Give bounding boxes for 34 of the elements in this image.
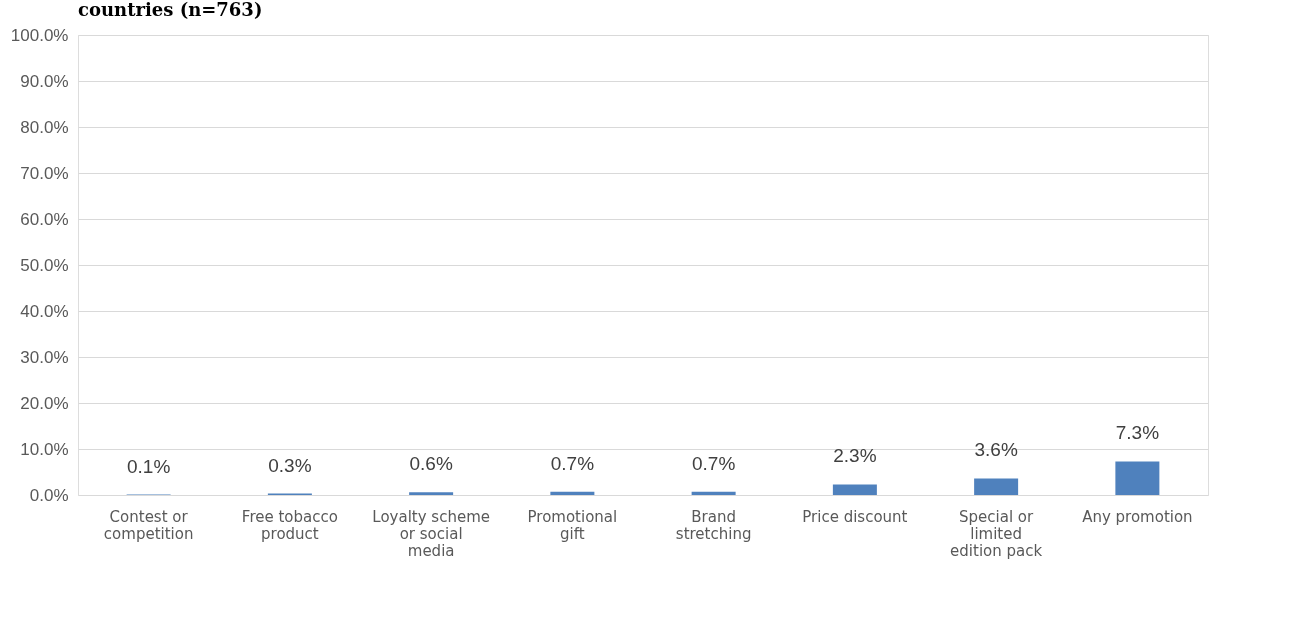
x-tick-label: Promotional gift (527, 507, 618, 543)
x-tick-label: Price discount (802, 507, 908, 526)
bar (974, 478, 1019, 495)
data-label: 0.3% (268, 454, 312, 476)
y-tick-label: 20.0% (20, 393, 69, 413)
x-tick-label: Any promotion (1082, 507, 1193, 526)
bar (409, 492, 454, 495)
bar (832, 484, 877, 495)
data-label: 0.7% (550, 452, 595, 474)
y-tick-label: 30.0% (20, 347, 69, 367)
data-label: 0.1% (126, 455, 171, 477)
y-tick-label: 10.0% (20, 439, 69, 459)
y-tick-label: 50.0% (20, 255, 69, 275)
x-tick-label: Free tobacco product (241, 507, 338, 543)
y-tick-label: 100.0% (10, 25, 69, 45)
data-label: 0.6% (409, 453, 453, 475)
y-tick-label: 60.0% (20, 209, 69, 229)
data-label: 2.3% (833, 445, 877, 467)
data-label: 0.7% (691, 452, 736, 474)
y-tick-label: 70.0% (20, 163, 69, 183)
x-tick-label: Contest or competition (103, 507, 194, 543)
data-label: 7.3% (1115, 422, 1160, 444)
y-tick-label: 90.0% (20, 71, 69, 91)
x-tick-label: Loyalty scheme or social media (372, 507, 490, 560)
bar (691, 491, 736, 495)
chart-title: countries (n=763) (78, 0, 263, 20)
x-tick-label: Brand stretching (675, 507, 752, 543)
y-tick-label: 0.0% (29, 485, 69, 505)
bar (1115, 461, 1160, 495)
y-tick-label: 40.0% (20, 301, 69, 321)
x-tick-label: Special or limited edition pack (950, 507, 1043, 560)
data-label: 3.6% (974, 439, 1018, 461)
y-tick-label: 80.0% (20, 117, 69, 137)
bar (550, 491, 595, 495)
